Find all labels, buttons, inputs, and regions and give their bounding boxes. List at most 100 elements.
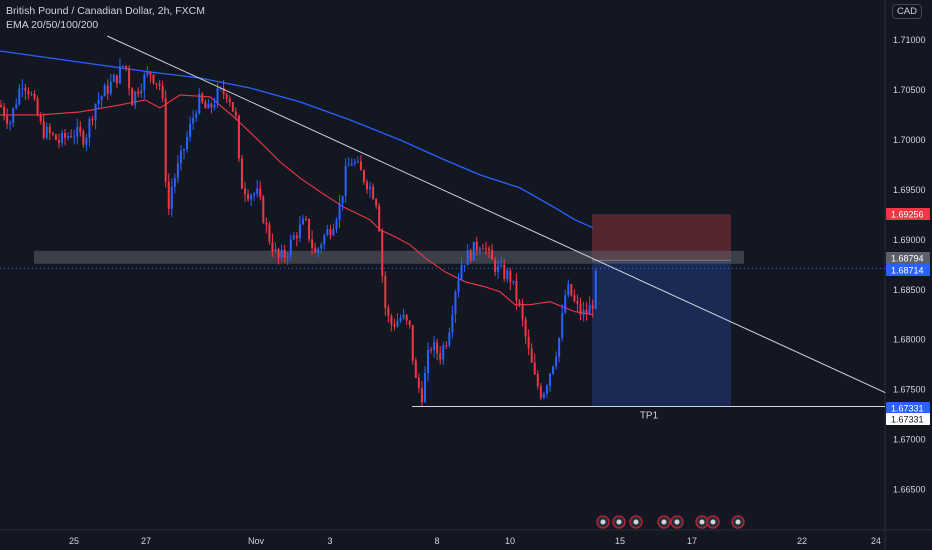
candle-body: [515, 280, 518, 301]
candle-body: [0, 104, 2, 107]
candle-body: [91, 118, 94, 121]
candle-body: [472, 241, 475, 261]
y-tick-label: 1.66500: [893, 485, 926, 495]
candle-body: [189, 123, 192, 138]
candle-body: [186, 137, 189, 150]
indicator-legend[interactable]: EMA 20/50/100/200: [6, 19, 99, 31]
ema-fast-line: [0, 94, 594, 316]
candle-body: [271, 241, 274, 252]
candle-body: [164, 98, 167, 182]
candle-body: [61, 132, 63, 143]
candle-body: [247, 194, 250, 200]
candle-body: [521, 303, 524, 320]
x-tick-label: 27: [141, 536, 151, 546]
candle-body: [518, 300, 521, 304]
candle-body: [372, 186, 375, 200]
y-tick-label: 1.68000: [893, 335, 926, 345]
y-tick-label: 1.67000: [893, 435, 926, 445]
candle-body: [411, 325, 414, 361]
candle-body: [393, 324, 396, 327]
candle-body: [234, 111, 237, 116]
candle-body: [207, 103, 210, 109]
candle-body: [323, 235, 326, 245]
candle-body: [170, 186, 173, 209]
candle-body: [573, 295, 576, 301]
candle-body: [536, 373, 539, 387]
candle-body: [231, 102, 234, 112]
candle-body: [378, 205, 381, 232]
candle-body: [51, 133, 54, 135]
candle-body: [341, 195, 344, 204]
chart-title: British Pound / Canadian Dollar, 2h, FXC…: [6, 5, 206, 17]
candle-body: [329, 229, 332, 236]
y-tick-label: 1.71000: [893, 35, 926, 45]
candle-body: [539, 386, 542, 398]
candle-body: [289, 239, 292, 256]
candle-body: [542, 393, 545, 398]
candle-body: [222, 88, 225, 95]
candle-body: [488, 248, 490, 251]
candle-body: [582, 309, 585, 315]
y-tick-label: 1.70500: [893, 85, 926, 95]
candle-body: [475, 241, 478, 251]
event-flag-icon-center: [633, 519, 639, 525]
candle-body: [585, 309, 588, 315]
candle-body: [509, 270, 512, 282]
candle-body: [298, 224, 301, 239]
candle-body: [183, 149, 185, 151]
x-tick-label: 24: [871, 536, 881, 546]
candle-body: [85, 137, 88, 145]
x-tick-label: Nov: [248, 536, 265, 546]
candle-body: [433, 342, 436, 351]
candle-body: [280, 249, 283, 259]
candle-body: [558, 337, 561, 357]
candle-body: [359, 161, 362, 171]
candle-body: [21, 87, 24, 89]
candle-body: [70, 135, 73, 137]
candle-body: [73, 136, 76, 138]
candle-body: [305, 218, 307, 220]
candle-body: [15, 104, 18, 109]
candle-body: [201, 93, 204, 103]
candle-body: [27, 91, 30, 95]
currency-button[interactable]: CAD: [891, 4, 922, 19]
candle-body: [326, 229, 329, 236]
candle-body: [179, 150, 182, 164]
candle-body: [390, 315, 393, 325]
candle-body: [576, 300, 579, 304]
price-label-red: 1.69256: [891, 210, 924, 220]
candle-body: [109, 81, 112, 94]
candle-body: [420, 387, 423, 403]
x-tick-label: 15: [615, 536, 625, 546]
candle-body: [30, 93, 33, 95]
candle-body: [533, 362, 536, 374]
candle-body: [402, 314, 405, 318]
price-label-gray: 1.68794: [891, 254, 924, 264]
candle-body: [140, 90, 143, 94]
candle-body: [216, 88, 219, 105]
candle-body: [381, 231, 384, 276]
candle-body: [506, 270, 509, 280]
x-tick-label: 8: [434, 536, 439, 546]
candle-body: [332, 229, 335, 236]
candle-body: [454, 291, 457, 315]
candle-body: [283, 249, 286, 258]
x-tick-label: 10: [505, 536, 515, 546]
candle-body: [405, 314, 408, 321]
candle-body: [122, 65, 124, 67]
candle-body: [45, 126, 48, 138]
candle-body: [308, 218, 311, 240]
candle-body: [500, 264, 503, 266]
candle-body: [399, 317, 402, 321]
candle-body: [445, 345, 448, 347]
candle-body: [134, 91, 137, 106]
candle-body: [268, 224, 271, 242]
candle-body: [552, 366, 555, 374]
candle-body: [155, 83, 158, 85]
event-flag-icon-center: [661, 519, 667, 525]
candle-body: [417, 377, 420, 388]
price-label-blue: 1.68714: [891, 266, 924, 276]
candle-body: [256, 188, 259, 194]
candle-body: [414, 360, 417, 378]
